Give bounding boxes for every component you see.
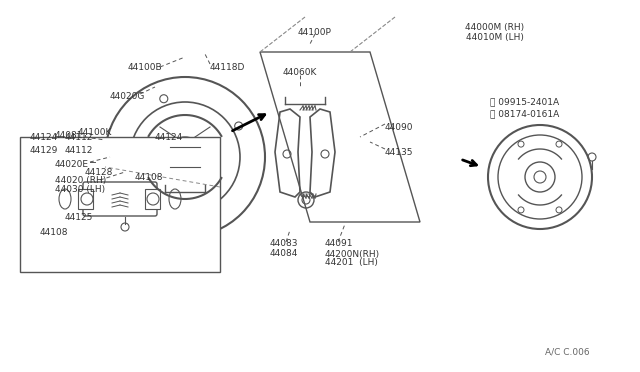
Text: 44000M (RH): 44000M (RH) xyxy=(465,22,525,32)
Text: 44135: 44135 xyxy=(385,148,413,157)
Text: 44118D: 44118D xyxy=(210,62,245,71)
Text: 44124: 44124 xyxy=(30,132,58,141)
Text: 44090: 44090 xyxy=(385,122,413,131)
Text: 44020E: 44020E xyxy=(55,160,89,169)
Text: 44100P: 44100P xyxy=(298,28,332,36)
Text: 44084: 44084 xyxy=(270,248,298,257)
Text: 44112: 44112 xyxy=(65,145,93,154)
Bar xyxy=(20,137,220,272)
Text: 44060K: 44060K xyxy=(283,67,317,77)
Text: 44108: 44108 xyxy=(40,228,68,237)
Text: 44201  (LH): 44201 (LH) xyxy=(325,259,378,267)
Bar xyxy=(145,189,160,209)
Text: 44100K: 44100K xyxy=(78,128,112,137)
Text: 44128: 44128 xyxy=(85,167,113,176)
Text: 44020G: 44020G xyxy=(110,92,145,100)
Bar xyxy=(78,189,93,209)
Text: 44129: 44129 xyxy=(30,145,58,154)
Text: 44083: 44083 xyxy=(270,240,298,248)
Text: 44100B: 44100B xyxy=(128,62,163,71)
Text: 44112: 44112 xyxy=(65,132,93,141)
Text: 44020 (RH): 44020 (RH) xyxy=(55,176,106,185)
Text: 44010M (LH): 44010M (LH) xyxy=(466,32,524,42)
Text: 44081: 44081 xyxy=(55,131,83,140)
Text: 44125: 44125 xyxy=(65,212,93,221)
Text: 44200N(RH): 44200N(RH) xyxy=(325,250,380,259)
Text: 44108: 44108 xyxy=(135,173,163,182)
Text: Ⓑ 08174-0161A: Ⓑ 08174-0161A xyxy=(490,109,559,119)
Text: 44030 (LH): 44030 (LH) xyxy=(55,185,105,193)
Text: ⓝ 09915-2401A: ⓝ 09915-2401A xyxy=(490,97,559,106)
Text: A/C C.006: A/C C.006 xyxy=(545,347,590,356)
Text: 44124: 44124 xyxy=(155,132,183,141)
FancyBboxPatch shape xyxy=(83,182,157,216)
Text: 44091: 44091 xyxy=(325,240,353,248)
